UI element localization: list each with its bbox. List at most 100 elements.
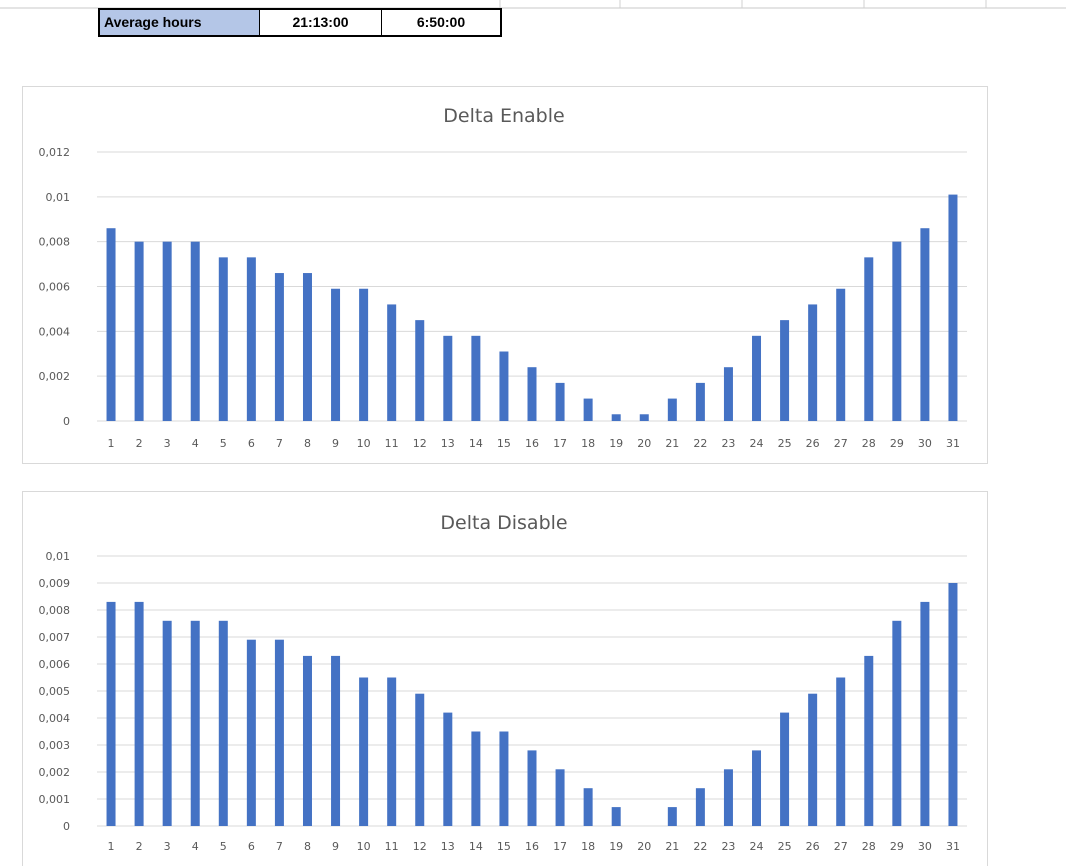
bar[interactable] (106, 601, 116, 826)
bar[interactable] (836, 288, 846, 421)
x-tick-label: 8 (304, 840, 311, 853)
bar[interactable] (611, 414, 621, 421)
bar[interactable] (331, 288, 341, 421)
x-tick-label: 29 (890, 840, 904, 853)
bar[interactable] (555, 382, 565, 421)
bar[interactable] (948, 194, 958, 421)
x-tick-label: 24 (750, 437, 764, 450)
y-tick-label: 0,002 (39, 766, 71, 779)
bar[interactable] (555, 769, 565, 826)
bar[interactable] (527, 367, 537, 421)
bar[interactable] (499, 731, 509, 827)
bar[interactable] (583, 398, 593, 421)
bar[interactable] (246, 257, 256, 421)
bar[interactable] (359, 288, 369, 421)
x-tick-label: 12 (413, 840, 427, 853)
bar[interactable] (527, 750, 537, 826)
bar[interactable] (359, 677, 369, 827)
y-tick-label: 0,002 (39, 370, 71, 383)
x-tick-label: 4 (192, 437, 199, 450)
delta-disable-chart[interactable]: Delta Disable 0 0,001 0,002 0,003 0,004 0,005… (22, 491, 988, 866)
bar[interactable] (415, 693, 425, 826)
bar[interactable] (443, 335, 453, 421)
bar[interactable] (302, 273, 312, 421)
x-tick-label: 6 (248, 840, 255, 853)
bar[interactable] (443, 712, 453, 826)
bar[interactable] (387, 677, 397, 827)
bar[interactable] (695, 382, 705, 421)
x-tick-label: 14 (469, 437, 483, 450)
x-tick-label: 5 (220, 437, 227, 450)
delta-disable-chart-svg: Delta Disable 0 0,001 0,002 0,003 0,004 0,005… (39, 512, 967, 853)
bar[interactable] (218, 257, 228, 421)
bar[interactable] (864, 257, 874, 421)
x-tick-label: 16 (525, 840, 539, 853)
x-tick-label: 31 (946, 437, 960, 450)
x-tick-label: 30 (918, 437, 932, 450)
bar[interactable] (387, 304, 397, 421)
bar[interactable] (471, 335, 481, 421)
bar[interactable] (836, 677, 846, 827)
y-tick-label: 0 (63, 415, 70, 428)
bar[interactable] (667, 807, 677, 826)
average-hours-value-2-cell[interactable]: 6:50:00 (416, 14, 466, 30)
bar[interactable] (134, 241, 144, 421)
x-tick-label: 22 (693, 840, 707, 853)
bar[interactable] (162, 241, 172, 421)
x-tick-label: 29 (890, 437, 904, 450)
bar[interactable] (162, 620, 172, 826)
bar[interactable] (892, 620, 902, 826)
bar[interactable] (892, 241, 902, 421)
average-hours-value-1-cell[interactable]: 21:13:00 (260, 10, 382, 35)
delta-enable-chart-svg: Delta Enable 0 0,002 0,004 0,006 0,008 0,01 0,… (39, 105, 967, 450)
bar[interactable] (218, 620, 228, 826)
bar[interactable] (723, 769, 733, 826)
bar[interactable] (752, 750, 762, 826)
bar[interactable] (583, 788, 593, 826)
bar[interactable] (780, 712, 790, 826)
bar[interactable] (190, 620, 200, 826)
bar[interactable] (920, 601, 930, 826)
x-tick-label: 11 (385, 437, 399, 450)
x-tick-label: 24 (750, 840, 764, 853)
bar[interactable] (302, 655, 312, 826)
x-tick-label: 25 (778, 437, 792, 450)
x-tick-label: 16 (525, 437, 539, 450)
bar[interactable] (723, 367, 733, 421)
x-tick-label: 11 (385, 840, 399, 853)
bar[interactable] (106, 228, 116, 421)
x-tick-label: 1 (108, 840, 115, 853)
bar[interactable] (134, 601, 144, 826)
bar[interactable] (331, 655, 341, 826)
bar[interactable] (780, 320, 790, 421)
bar[interactable] (695, 788, 705, 826)
bar[interactable] (274, 273, 284, 421)
bar[interactable] (611, 807, 621, 826)
delta-enable-chart[interactable]: Delta Enable 0 0,002 0,004 0,006 0,008 0,01 0,… (22, 86, 988, 464)
bar[interactable] (190, 241, 200, 421)
bar[interactable] (752, 335, 762, 421)
x-tick-label: 23 (721, 840, 735, 853)
x-tick-label: 14 (469, 840, 483, 853)
average-hours-label-cell[interactable]: Average hours (100, 10, 260, 35)
bar[interactable] (920, 228, 930, 421)
average-hours-row: Average hours 21:13:00 6:50:00 (98, 8, 502, 37)
bar[interactable] (246, 639, 256, 826)
bar[interactable] (274, 639, 284, 826)
x-tick-label: 15 (497, 840, 511, 853)
bar[interactable] (499, 351, 509, 421)
bar[interactable] (639, 414, 649, 421)
bar[interactable] (808, 693, 818, 826)
bar[interactable] (415, 320, 425, 421)
x-tick-label: 4 (192, 840, 199, 853)
x-tick-label: 31 (946, 840, 960, 853)
bar[interactable] (808, 304, 818, 421)
bar[interactable] (471, 731, 481, 827)
bar[interactable] (667, 398, 677, 421)
y-tick-label: 0,001 (39, 793, 71, 806)
bar[interactable] (948, 583, 958, 826)
x-tick-label: 21 (665, 437, 679, 450)
x-tick-label: 18 (581, 840, 595, 853)
bar[interactable] (864, 655, 874, 826)
x-tick-label: 19 (609, 437, 623, 450)
